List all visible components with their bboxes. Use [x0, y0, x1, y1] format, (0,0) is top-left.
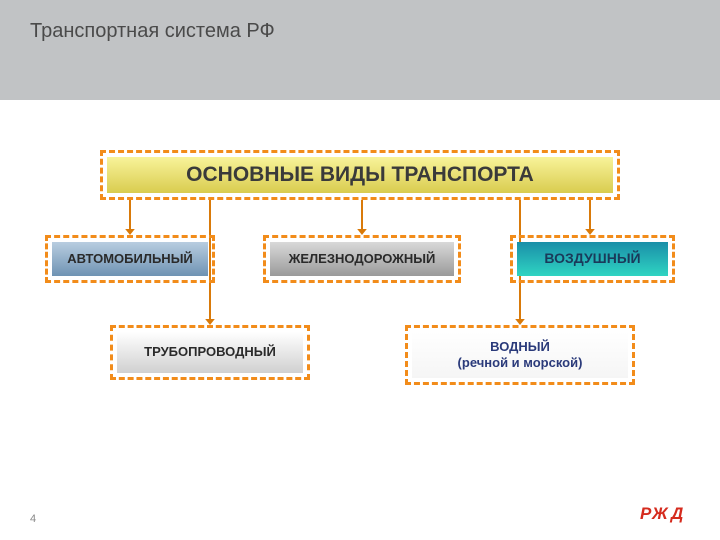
- page-number: 4: [30, 513, 36, 525]
- root-label: ОСНОВНЫЕ ВИДЫ ТРАНСПОРТА: [107, 157, 613, 193]
- node-rail: ЖЕЛЕЗНОДОРОЖНЫЙ: [263, 235, 461, 283]
- water-label: ВОДНЫЙ (речной и морской): [412, 332, 628, 378]
- header-bar: Транспортная система РФ: [0, 0, 720, 100]
- svg-text:Д: Д: [669, 504, 683, 523]
- node-auto: АВТОМОБИЛЬНЫЙ: [45, 235, 215, 283]
- slide-title: Транспортная система РФ: [30, 20, 720, 43]
- rzd-logo-icon: P Ж Д: [640, 503, 695, 528]
- node-air: ВОЗДУШНЫЙ: [510, 235, 675, 283]
- air-label: ВОЗДУШНЫЙ: [517, 242, 668, 276]
- auto-label: АВТОМОБИЛЬНЫЙ: [52, 242, 208, 276]
- svg-text:Ж: Ж: [651, 504, 669, 523]
- rail-label: ЖЕЛЕЗНОДОРОЖНЫЙ: [270, 242, 454, 276]
- root-node: ОСНОВНЫЕ ВИДЫ ТРАНСПОРТА: [100, 150, 620, 200]
- node-water: ВОДНЫЙ (речной и морской): [405, 325, 635, 385]
- svg-text:P: P: [640, 504, 652, 523]
- pipe-label: ТРУБОПРОВОДНЫЙ: [117, 332, 303, 373]
- diagram-canvas: ОСНОВНЫЕ ВИДЫ ТРАНСПОРТА АВТОМОБИЛЬНЫЙ ЖЕЛ…: [0, 100, 720, 500]
- node-pipe: ТРУБОПРОВОДНЫЙ: [110, 325, 310, 380]
